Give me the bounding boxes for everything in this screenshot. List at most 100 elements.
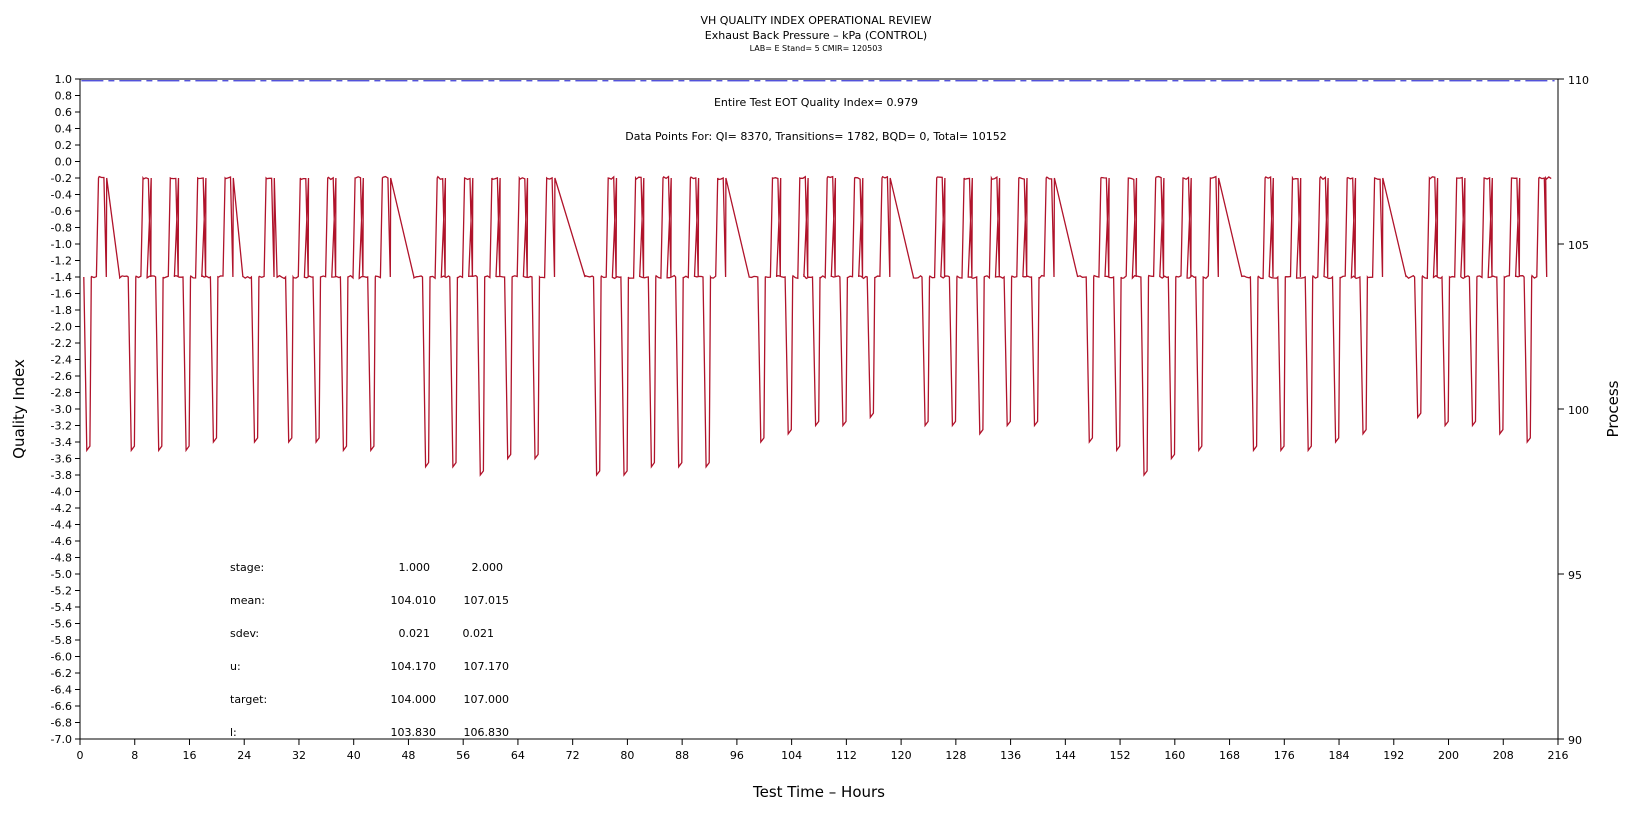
x-tick-label: 40 [347,749,361,762]
stats-sdev-2: 0.021 [463,627,495,640]
y-tick-label: -2.0 [51,321,72,334]
y-tick-label: -3.0 [51,403,72,416]
x-tick-label: 96 [730,749,744,762]
y2-tick-label: 90 [1568,734,1582,747]
y-tick-label: -1.6 [51,288,72,301]
stats-label-sdev: sdev: [230,627,259,640]
chart-meta: LAB= E Stand= 5 CMIR= 120503 [750,44,883,53]
process-series-line [83,175,1552,477]
y-tick-label: -3.4 [51,436,72,449]
stats-mean-1: 104.010 [391,594,437,607]
y-tick-label: -3.8 [51,469,72,482]
y-tick-label: -3.2 [51,420,72,433]
stats-stage-1: 1.000 [399,561,431,574]
x-tick-label: 88 [675,749,689,762]
x-tick-label: 152 [1110,749,1131,762]
y-tick-label: -2.2 [51,337,72,350]
x-axis-ticks: 0 8 16 24 32 40 48 56 64 72 80 88 96 104 112 120 128 136 1… [77,739,1569,762]
x-tick-label: 128 [945,749,966,762]
y-tick-label: -6.8 [51,717,72,730]
y-tick-label: -0.8 [51,222,72,235]
y-tick-label: -7.0 [51,733,72,746]
y2-tick-label: 100 [1568,404,1589,417]
stats-target-2: 107.000 [464,693,510,706]
process-series-group [83,175,1552,477]
x-tick-label: 192 [1383,749,1404,762]
y-tick-label: -6.6 [51,700,72,713]
x-tick-label: 104 [781,749,802,762]
y-tick-label: -1.8 [51,304,72,317]
y-tick-label: 0.2 [55,139,73,152]
x-tick-label: 56 [456,749,470,762]
stats-label-target: target: [230,693,267,706]
y-tick-label: -1.2 [51,255,72,268]
y-tick-label: -2.4 [51,354,72,367]
y-tick-label: -6.4 [51,684,72,697]
quality-index-annotation: Entire Test EOT Quality Index= 0.979 [714,96,918,109]
x-tick-label: 120 [891,749,912,762]
chart-title: VH QUALITY INDEX OPERATIONAL REVIEW [700,14,931,27]
x-tick-label: 48 [401,749,415,762]
stats-l-1: 103.830 [391,726,437,739]
y-tick-label: 1.0 [55,73,73,86]
y-tick-label: 0.4 [55,123,73,136]
y-tick-label: -1.0 [51,238,72,251]
stats-target-1: 104.000 [391,693,437,706]
y-tick-label: -2.8 [51,387,72,400]
y-tick-label: 0.0 [55,156,73,169]
stats-table: stage: 1.000 2.000 mean: 104.010 107.015… [230,561,509,739]
y2-tick-label: 105 [1568,239,1589,252]
x-tick-label: 160 [1164,749,1185,762]
y-tick-label: -0.2 [51,172,72,185]
y-tick-label: -1.4 [51,271,72,284]
y-tick-label: -4.6 [51,535,72,548]
y-tick-label: 0.8 [55,90,73,103]
x-tick-label: 136 [1000,749,1021,762]
y-tick-label: -4.4 [51,519,72,532]
x-tick-label: 24 [237,749,251,762]
y-tick-label: -4.2 [51,502,72,515]
stats-l-2: 106.830 [464,726,510,739]
y-axis-ticks: 1.0 0.8 0.6 0.4 0.2 0.0 -0.2 -0.4 -0.6 -0.8 -1.0 -1… [51,73,80,746]
stats-label-stage: stage: [230,561,264,574]
x-tick-label: 0 [77,749,84,762]
y-tick-label: 0.6 [55,106,73,119]
y-tick-label: -2.6 [51,370,72,383]
y-tick-label: -5.4 [51,601,72,614]
x-tick-label: 208 [1493,749,1514,762]
stats-label-l: l: [230,726,237,739]
y-tick-label: -5.2 [51,585,72,598]
x-tick-label: 8 [131,749,138,762]
y-tick-label: -5.0 [51,568,72,581]
y-tick-label: -4.0 [51,486,72,499]
y-tick-label: -6.2 [51,667,72,680]
x-tick-label: 112 [836,749,857,762]
y-tick-label: -5.8 [51,634,72,647]
chart-subtitle: Exhaust Back Pressure – kPa (CONTROL) [705,29,927,42]
x-tick-label: 216 [1548,749,1569,762]
y-tick-label: -4.8 [51,552,72,565]
stats-stage-2: 2.000 [472,561,504,574]
y-tick-label: -3.6 [51,453,72,466]
stats-mean-2: 107.015 [464,594,510,607]
y2-tick-label: 110 [1568,74,1589,87]
x-tick-label: 168 [1219,749,1240,762]
stats-sdev-1: 0.021 [399,627,431,640]
y-tick-label: -5.6 [51,618,72,631]
y-tick-label: -0.4 [51,189,72,202]
data-points-annotation: Data Points For: QI= 8370, Transitions= … [625,130,1007,143]
x-tick-label: 144 [1055,749,1076,762]
stats-u-2: 107.170 [464,660,510,673]
stats-u-1: 104.170 [391,660,437,673]
x-tick-label: 32 [292,749,306,762]
y-tick-label: -0.6 [51,205,72,218]
x-tick-label: 200 [1438,749,1459,762]
x-axis-label: Test Time – Hours [752,783,885,801]
x-tick-label: 176 [1274,749,1295,762]
stats-label-u: u: [230,660,241,673]
x-tick-label: 64 [511,749,525,762]
y-tick-label: -6.0 [51,651,72,664]
x-tick-label: 80 [620,749,634,762]
x-tick-label: 16 [182,749,196,762]
